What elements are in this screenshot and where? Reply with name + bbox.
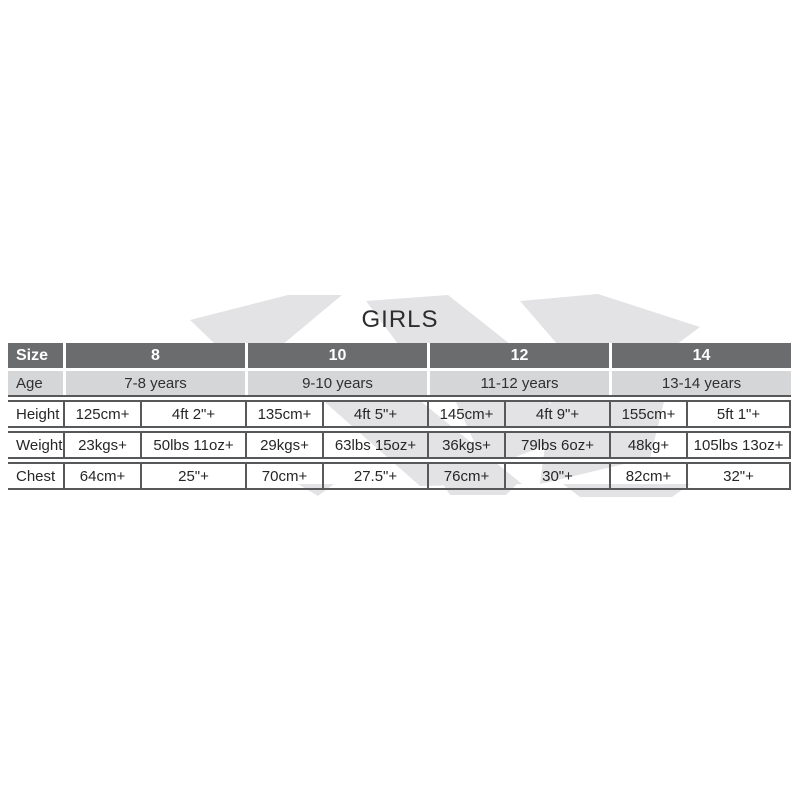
weight-metric-size14: 48kg+	[609, 433, 686, 457]
chest-row-label: Chest	[16, 467, 56, 485]
age-size14: 13-14 years	[609, 371, 791, 395]
height-imperial-size8: 4ft 2"+	[140, 402, 245, 426]
chest-imperial-size12: 30"+	[504, 464, 609, 488]
height-metric-size10: 135cm+	[245, 402, 322, 426]
chest-metric-size12: 76cm+	[427, 464, 504, 488]
height-row: Height 125cm+ 4ft 2"+ 135cm+ 4ft 5"+ 145…	[8, 400, 791, 428]
size-header-12: 12	[427, 343, 609, 368]
height-imperial-size14: 5ft 1"+	[686, 402, 789, 426]
weight-row-label: Weight	[16, 436, 63, 454]
row-divider	[8, 368, 791, 371]
weight-metric-size8: 23kgs+	[63, 433, 140, 457]
height-metric-size12: 145cm+	[427, 402, 504, 426]
height-metric-size14: 155cm+	[609, 402, 686, 426]
row-divider	[8, 459, 791, 462]
girls-size-table: Size 8 10 12 14 Age 7-8 years 9-10 years…	[8, 343, 791, 490]
size-header-14: 14	[609, 343, 791, 368]
weight-imperial-size12: 79lbs 6oz+	[504, 433, 609, 457]
size-header-8: 8	[63, 343, 245, 368]
page-title: GIRLS	[361, 306, 439, 333]
chest-metric-size14: 82cm+	[609, 464, 686, 488]
size-header-10: 10	[245, 343, 427, 368]
chest-metric-size8: 64cm+	[63, 464, 140, 488]
height-imperial-size10: 4ft 5"+	[322, 402, 427, 426]
weight-imperial-size8: 50lbs 11oz+	[140, 433, 245, 457]
chest-imperial-size10: 27.5"+	[322, 464, 427, 488]
height-metric-size8: 125cm+	[63, 402, 140, 426]
weight-row: Weight 23kgs+ 50lbs 11oz+ 29kgs+ 63lbs 1…	[8, 431, 791, 459]
row-divider	[8, 397, 791, 400]
chest-metric-size10: 70cm+	[245, 464, 322, 488]
weight-imperial-size14: 105lbs 13oz+	[686, 433, 789, 457]
weight-imperial-size10: 63lbs 15oz+	[322, 433, 427, 457]
chest-imperial-size8: 25"+	[140, 464, 245, 488]
row-divider	[8, 428, 791, 431]
height-imperial-size12: 4ft 9"+	[504, 402, 609, 426]
weight-metric-size10: 29kgs+	[245, 433, 322, 457]
size-row-label: Size	[8, 343, 63, 368]
size-header-row: Size 8 10 12 14	[8, 343, 791, 368]
age-size12: 11-12 years	[427, 371, 609, 395]
chest-imperial-size14: 32"+	[686, 464, 789, 488]
height-row-label: Height	[16, 405, 60, 423]
chest-row: Chest 64cm+ 25"+ 70cm+ 27.5"+ 76cm+ 30"+…	[8, 462, 791, 490]
age-row: Age 7-8 years 9-10 years 11-12 years 13-…	[8, 371, 791, 397]
age-size8: 7-8 years	[63, 371, 245, 395]
age-row-label: Age	[8, 371, 63, 395]
age-size10: 9-10 years	[245, 371, 427, 395]
weight-metric-size12: 36kgs+	[427, 433, 504, 457]
